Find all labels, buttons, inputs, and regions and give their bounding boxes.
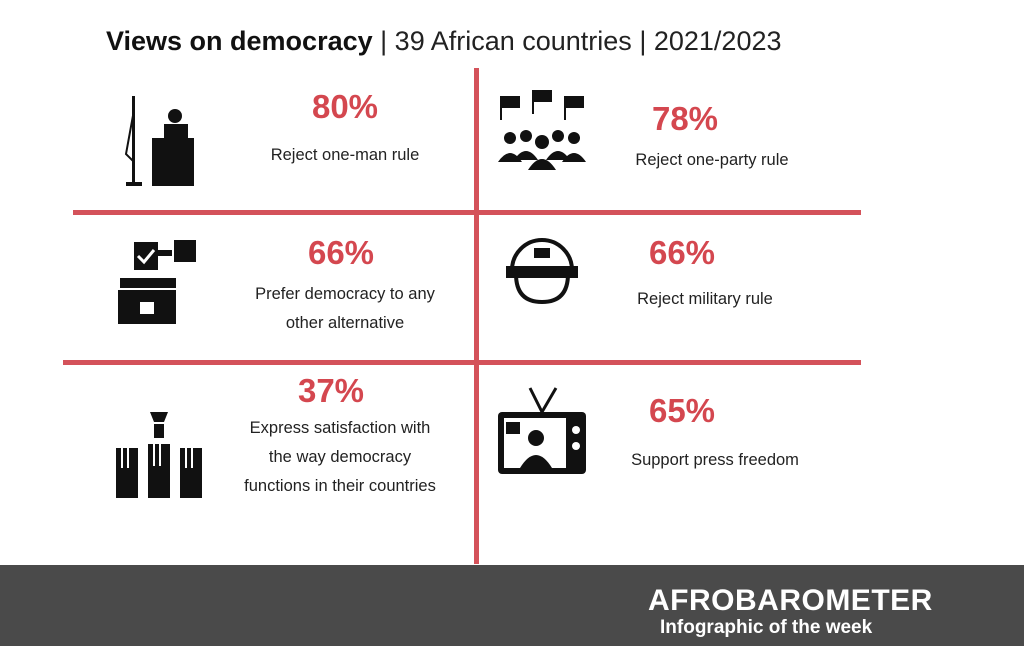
military-helmet-icon bbox=[506, 238, 578, 305]
stat-label: Reject one-party rule bbox=[635, 151, 789, 169]
ballot-box-icon bbox=[118, 240, 196, 324]
stat-percent: 65% bbox=[648, 392, 716, 429]
divider-horizontal bbox=[73, 210, 861, 215]
stat-label-line: other alternative bbox=[285, 314, 405, 332]
stat-percent: 66% bbox=[648, 234, 716, 271]
footer-bar bbox=[0, 565, 1024, 646]
tagline: Infographic of the week bbox=[660, 617, 873, 638]
divider-vertical bbox=[474, 68, 479, 564]
stat-label: Express satisfaction with the way democr… bbox=[215, 414, 465, 501]
crowd-flags-icon bbox=[498, 90, 586, 170]
stat-label: Reject one-man rule bbox=[270, 146, 420, 164]
stat-label: Reject military rule bbox=[637, 290, 773, 308]
stat-label-line: Express satisfaction with bbox=[249, 419, 431, 437]
stat-label-line: functions in their countries bbox=[244, 477, 436, 495]
stat-label: Support press freedom bbox=[631, 451, 799, 469]
page-title: Views on democracy | 39 African countrie… bbox=[106, 26, 782, 57]
stat-label-line: Prefer democracy to any bbox=[255, 285, 435, 303]
stat-percent: 37% bbox=[297, 372, 365, 409]
title-years: 2021/2023 bbox=[653, 26, 782, 56]
separator: | bbox=[639, 26, 647, 56]
stat-label-line: the way democracy bbox=[268, 448, 412, 466]
podium-icon bbox=[124, 96, 194, 186]
divider-horizontal bbox=[63, 360, 861, 365]
brand-logo: AFROBAROMETER bbox=[648, 584, 933, 617]
stat-percent: 78% bbox=[651, 100, 719, 137]
raised-hands-icon bbox=[116, 412, 202, 498]
stat-percent: 66% bbox=[307, 234, 375, 271]
stat-percent: 80% bbox=[311, 88, 379, 125]
stat-label: Prefer democracy to any other alternativ… bbox=[220, 280, 470, 338]
title-subtitle: 39 African countries bbox=[394, 26, 632, 56]
separator: | bbox=[380, 26, 388, 56]
title-main: Views on democracy bbox=[106, 26, 373, 56]
television-icon bbox=[498, 387, 586, 474]
